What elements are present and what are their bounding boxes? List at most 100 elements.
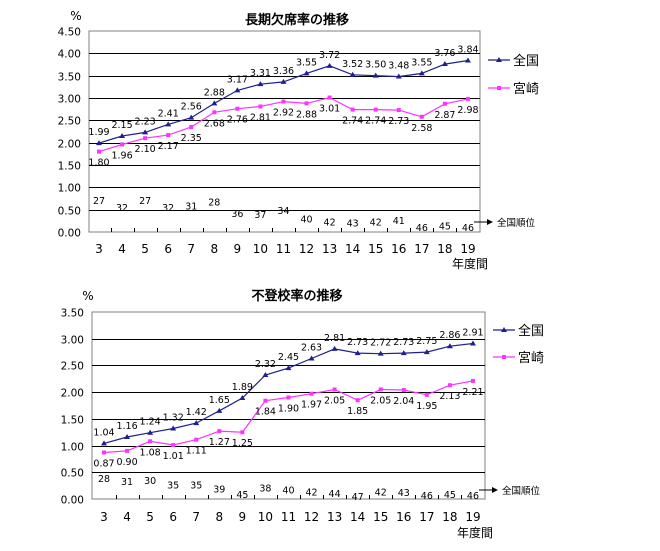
data-label: 1.27 [209,437,230,448]
data-point-marker [262,372,269,378]
y-tick-label: 4.00 [58,49,81,61]
x-tick-label: 10 [258,510,273,524]
data-label: 2.74 [342,116,363,127]
data-point-marker [216,407,223,413]
y-tick-label: 1.00 [61,442,84,454]
data-label: 3.55 [296,57,317,68]
rank-label: 42 [370,217,382,228]
data-label: 2.81 [324,333,345,344]
data-label: 1.84 [255,407,276,418]
data-point-marker [354,350,361,356]
data-point-marker [464,57,471,63]
rank-label: 43 [398,488,410,499]
x-tick-label: 14 [350,510,365,524]
y-tick-label: 0.00 [61,495,84,507]
data-point-marker [441,61,448,67]
x-tick-label: 7 [192,510,200,524]
rank-label: 31 [121,477,133,488]
data-point-marker [373,107,378,112]
data-label: 3.52 [342,59,363,70]
data-label: 3.31 [250,68,271,79]
data-point-marker [372,72,379,78]
data-point-marker [400,350,407,356]
legend-marker [501,327,507,332]
data-point-marker [424,392,429,397]
x-tick-label: 11 [281,510,296,524]
y-tick-label: 2.00 [61,388,84,400]
data-label: 3.72 [319,50,340,61]
data-point-marker [165,121,172,127]
data-point-marker [170,425,177,431]
x-tick-label: 15 [368,242,383,256]
x-tick-label: 10 [253,242,268,256]
data-label: 2.13 [439,391,460,402]
data-label: 2.35 [181,133,202,144]
data-label: 1.16 [116,421,137,432]
data-label: 1.90 [278,403,299,414]
x-tick-label: 9 [239,510,247,524]
data-point-marker [239,395,246,401]
data-label: 2.92 [273,108,294,119]
data-label: 2.32 [255,359,276,370]
data-point-marker [395,73,402,79]
rank-label: 46 [416,223,428,234]
x-tick-label: 8 [210,242,218,256]
arrow-right-icon [487,219,493,225]
x-tick-label: 19 [465,510,480,524]
legend-label: 全国 [518,323,544,339]
plot-area [91,311,486,500]
data-label: 1.42 [186,407,207,418]
data-point-marker [326,62,333,68]
rank-legend-label: 全国順位 [502,485,541,497]
data-point-marker [193,420,200,426]
y-tick-label: 3.00 [58,94,81,106]
data-point-marker [211,100,218,106]
data-point-marker [125,448,130,453]
legend-marker [497,86,501,90]
y-tick-label: 1.50 [58,161,81,173]
x-tick-label: 13 [322,242,337,256]
x-tick-label: 6 [169,510,177,524]
x-tick-label: 19 [460,242,475,256]
x-tick-label: 12 [299,242,314,256]
rank-label: 46 [462,223,474,234]
x-tick-label: 3 [95,242,103,256]
data-point-marker [148,439,153,444]
rank-label: 43 [347,219,359,230]
x-tick-label: 4 [123,510,131,524]
data-point-marker [350,107,355,112]
rank-label: 34 [277,206,289,217]
y-tick-label: 3.00 [61,335,84,347]
data-point-marker [119,132,126,138]
legend-marker [496,57,502,62]
data-label: 1.97 [301,400,322,411]
data-point-marker [303,70,310,76]
data-label: 2.86 [439,330,460,341]
data-label: 2.87 [434,110,455,121]
y-tick-label: 2.50 [58,116,81,128]
data-label: 1.32 [163,412,184,423]
data-point-marker [401,388,406,393]
x-tick-label: 5 [141,242,149,256]
data-label: 2.21 [462,387,483,398]
x-tick-label: 12 [304,510,319,524]
y-axis-unit: % [70,9,81,23]
data-point-marker [446,343,453,349]
data-label: 3.48 [388,61,409,72]
data-point-marker [166,133,171,138]
data-label: 1.01 [163,451,184,462]
data-label: 3.76 [434,48,455,59]
data-label: 1.80 [88,158,109,169]
y-axis-unit: % [82,289,93,303]
data-label: 2.58 [411,123,432,134]
data-label: 1.24 [140,417,161,428]
data-label: 1.95 [416,401,437,412]
data-label: 1.11 [186,446,207,457]
chart-title: 不登校率の推移 [251,288,342,304]
x-tick-label: 17 [414,242,429,256]
data-point-marker [102,450,106,455]
data-label: 2.17 [158,141,179,152]
data-label: 2.74 [365,116,386,127]
y-tick-label: 2.00 [58,139,81,151]
